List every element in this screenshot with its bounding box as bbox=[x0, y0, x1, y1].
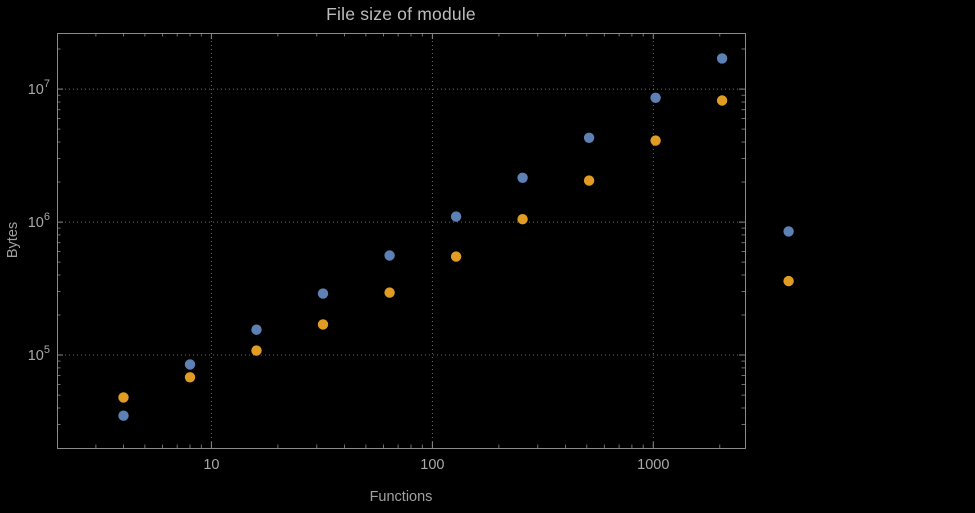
series-blue-point bbox=[118, 410, 129, 421]
y-axis-label: Bytes bbox=[5, 221, 21, 259]
series-blue-point bbox=[783, 226, 794, 237]
series-blue-point bbox=[583, 132, 595, 143]
series-orange-point bbox=[583, 175, 595, 186]
series-orange-point bbox=[517, 214, 528, 225]
series-orange-point bbox=[118, 392, 129, 403]
series-orange-point bbox=[317, 319, 329, 330]
x-tick-label: 10 bbox=[203, 457, 219, 473]
series-orange-point bbox=[251, 345, 262, 356]
series-orange-point bbox=[184, 372, 196, 383]
series-blue-point bbox=[251, 324, 262, 335]
chart-title: File size of module bbox=[326, 4, 476, 24]
y-tick-label: 105 bbox=[28, 344, 50, 364]
series-orange-point bbox=[783, 275, 794, 287]
series-orange-point bbox=[716, 95, 728, 106]
x-tick-label: 1000 bbox=[637, 457, 669, 473]
x-tick-label: 100 bbox=[420, 457, 444, 473]
series-blue-point bbox=[384, 250, 395, 261]
y-tick-label: 107 bbox=[28, 78, 50, 98]
series-blue-point bbox=[450, 211, 462, 222]
series-orange-point bbox=[384, 287, 395, 298]
series-blue-point bbox=[184, 359, 196, 370]
x-axis-label: Functions bbox=[369, 489, 433, 505]
series-blue-point bbox=[517, 172, 528, 183]
series-blue-point bbox=[650, 92, 661, 104]
series-blue-point bbox=[716, 53, 728, 64]
series-orange-point bbox=[450, 251, 462, 262]
series-orange-point bbox=[650, 135, 661, 146]
y-tick-label: 106 bbox=[28, 211, 50, 231]
series-blue-point bbox=[317, 288, 329, 299]
